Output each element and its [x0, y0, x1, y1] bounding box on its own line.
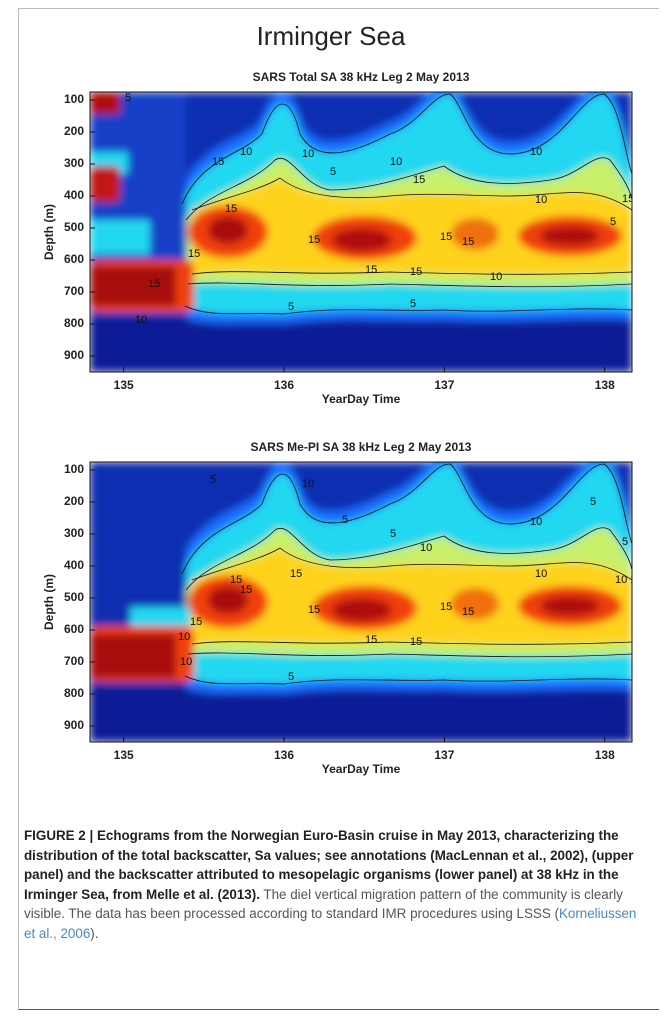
y-tick-label: 200 [64, 494, 84, 508]
contour-label: 10 [420, 542, 432, 554]
contour-label: 5 [590, 496, 596, 508]
contour-label: 5 [622, 536, 628, 548]
y-tick-label: 500 [64, 590, 84, 604]
x-tick-label: 136 [274, 748, 294, 762]
caption-link[interactable]: Korneliussen et al., 2006 [24, 906, 637, 941]
contour-label: 10 [178, 631, 190, 643]
contour-label: 5 [390, 528, 396, 540]
contour-label: 10 [535, 568, 547, 580]
y-tick-label: 100 [64, 462, 84, 476]
x-axis-label: YearDay Time [322, 392, 401, 406]
contour-label: 15 [148, 278, 160, 290]
contour-label: 10 [490, 271, 502, 283]
contour-label: 5 [288, 301, 294, 313]
caption-end: ). [90, 925, 99, 941]
x-tick-label: 135 [114, 378, 134, 392]
contour-label: 15 [365, 264, 377, 276]
plot-frame [89, 91, 633, 373]
contour-label: 5 [288, 671, 294, 683]
x-axis-label: YearDay Time [322, 762, 401, 776]
y-tick-label: 200 [64, 124, 84, 138]
contour-label: 15 [622, 193, 634, 205]
y-axis-label: Depth (m) [42, 574, 56, 630]
y-tick-label: 700 [64, 284, 84, 298]
contour-label: 5 [610, 216, 616, 228]
y-axis-label: Depth (m) [42, 204, 56, 260]
y-tick-label: 400 [64, 558, 84, 572]
contour-label: 15 [462, 606, 474, 618]
figure-title: Irminger Sea [257, 21, 406, 51]
contour-label: 10 [135, 314, 147, 326]
contour-label: 10 [530, 146, 542, 158]
contour-label: 15 [240, 584, 252, 596]
y-tick-label: 600 [64, 252, 84, 266]
y-tick-label: 500 [64, 220, 84, 234]
contour-label: 15 [230, 574, 242, 586]
contour-label: 5 [342, 514, 348, 526]
contour-label: 15 [413, 174, 425, 186]
figure: Irminger Sea 510151051015101015151515151… [42, 21, 642, 776]
contour-label: 15 [410, 266, 422, 278]
contour-label: 10 [302, 478, 314, 490]
contour-label: 15 [308, 604, 320, 616]
x-tick-label: 138 [595, 378, 615, 392]
contour-label: 10 [535, 194, 547, 206]
x-tick-label: 137 [434, 378, 454, 392]
contour-label: 15 [290, 568, 302, 580]
x-tick-label: 136 [274, 378, 294, 392]
x-tick-label: 137 [434, 748, 454, 762]
panel-title: SARS Total SA 38 kHz Leg 2 May 2013 [253, 70, 470, 84]
heatmap: 5 10 15 10 5 10 15 10 10 15 15 15 15 15 15 15 15 10 5 5 15 5 1… [90, 92, 634, 372]
contour-label: 10 [180, 656, 192, 668]
contour-label: 15 [630, 574, 642, 586]
figure-frame [18, 8, 659, 1010]
y-tick-label: 900 [64, 718, 84, 732]
contour-label: 10 [240, 146, 252, 158]
y-tick-label: 300 [64, 526, 84, 540]
contour-label: 15 [410, 636, 422, 648]
y-tick-label: 600 [64, 622, 84, 636]
contour-label: 10 [530, 516, 542, 528]
caption-text: The diel vertical migration pattern of t… [24, 886, 623, 922]
contour-label: 5 [410, 298, 416, 310]
caption-bold: FIGURE 2 | Echograms from the Norwegian … [24, 828, 634, 902]
contour-label: 10 [390, 156, 402, 168]
contour-label: 5 [125, 92, 131, 104]
y-tick-label: 300 [64, 156, 84, 170]
x-tick-label: 135 [114, 748, 134, 762]
contour-label: 15 [190, 616, 202, 628]
contour-label: 10 [302, 148, 314, 160]
panel-title: SARS Me-PI SA 38 kHz Leg 2 May 2013 [251, 440, 472, 454]
y-tick-label: 700 [64, 654, 84, 668]
contour-label: 10 [615, 574, 627, 586]
contour-label: 15 [440, 231, 452, 243]
contour-label: 15 [462, 236, 474, 248]
contour-label: 15 [212, 156, 224, 168]
y-tick-label: 900 [64, 348, 84, 362]
caption: FIGURE 2 | Echograms from the Norwegian … [24, 826, 646, 944]
plot-frame [89, 461, 633, 743]
x-tick-label: 138 [595, 748, 615, 762]
y-tick-label: 800 [64, 686, 84, 700]
contour-label: 5 [330, 166, 336, 178]
contour-label: 15 [440, 601, 452, 613]
contour-label: 5 [210, 474, 216, 486]
contour-label: 15 [308, 234, 320, 246]
contour-label: 15 [365, 634, 377, 646]
y-tick-label: 100 [64, 92, 84, 106]
y-tick-label: 800 [64, 316, 84, 330]
y-tick-label: 400 [64, 188, 84, 202]
contour-label: 15 [225, 203, 237, 215]
contour-label: 15 [188, 248, 200, 260]
